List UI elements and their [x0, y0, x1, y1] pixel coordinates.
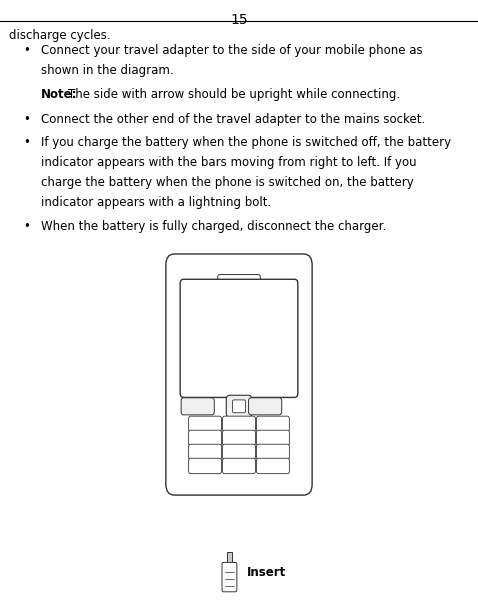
FancyBboxPatch shape — [257, 416, 289, 432]
Text: •: • — [23, 220, 30, 233]
Bar — [227, 552, 232, 564]
Text: Note:: Note: — [41, 88, 77, 101]
FancyBboxPatch shape — [189, 458, 221, 474]
FancyBboxPatch shape — [189, 444, 221, 460]
FancyBboxPatch shape — [257, 444, 289, 460]
Text: indicator appears with the bars moving from right to left. If you: indicator appears with the bars moving f… — [41, 156, 416, 169]
FancyBboxPatch shape — [218, 275, 260, 283]
FancyBboxPatch shape — [257, 458, 289, 474]
Text: Connect the other end of the travel adapter to the mains socket.: Connect the other end of the travel adap… — [41, 113, 425, 125]
Text: indicator appears with a lightning bolt.: indicator appears with a lightning bolt. — [41, 196, 271, 209]
Text: charge the battery when the phone is switched on, the battery: charge the battery when the phone is swi… — [41, 176, 413, 189]
FancyBboxPatch shape — [180, 280, 298, 398]
Text: If you charge the battery when the phone is switched off, the battery: If you charge the battery when the phone… — [41, 136, 451, 149]
Text: •: • — [23, 113, 30, 125]
Text: •: • — [23, 44, 30, 57]
FancyBboxPatch shape — [257, 430, 289, 446]
FancyBboxPatch shape — [223, 444, 255, 460]
Text: •: • — [23, 136, 30, 149]
FancyBboxPatch shape — [189, 430, 221, 446]
Text: 15: 15 — [230, 13, 248, 27]
FancyBboxPatch shape — [189, 416, 221, 432]
Text: shown in the diagram.: shown in the diagram. — [41, 64, 173, 77]
Text: discharge cycles.: discharge cycles. — [9, 29, 110, 41]
FancyBboxPatch shape — [226, 395, 252, 417]
FancyBboxPatch shape — [222, 563, 237, 592]
FancyBboxPatch shape — [223, 458, 255, 474]
Text: When the battery is fully charged, disconnect the charger.: When the battery is fully charged, disco… — [41, 220, 386, 233]
Text: Connect your travel adapter to the side of your mobile phone as: Connect your travel adapter to the side … — [41, 44, 422, 57]
FancyBboxPatch shape — [223, 416, 255, 432]
Text: Insert: Insert — [248, 566, 287, 579]
Text: The side with arrow should be upright while connecting.: The side with arrow should be upright wh… — [68, 88, 401, 101]
FancyBboxPatch shape — [223, 430, 255, 446]
FancyBboxPatch shape — [181, 398, 214, 415]
FancyBboxPatch shape — [232, 400, 246, 413]
FancyBboxPatch shape — [166, 254, 312, 495]
FancyBboxPatch shape — [249, 398, 282, 415]
